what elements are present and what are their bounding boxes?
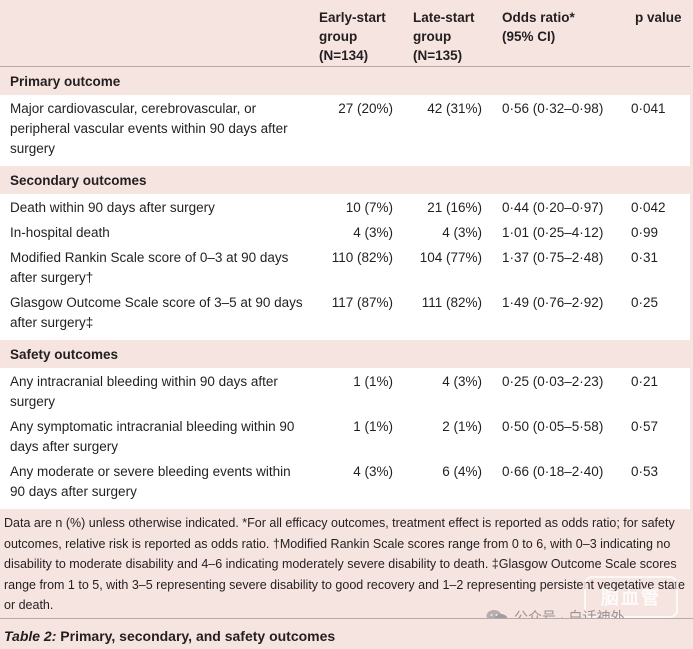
header-p-value: p value [635, 10, 682, 25]
table-row: Modified Rankin Scale score of 0–3 at 90… [0, 245, 690, 291]
odds-ratio-value: 0·50 (0·05–5·58) [496, 414, 629, 460]
late-start-value: 104 (77%) [407, 245, 496, 291]
p-value: 0·042 [629, 195, 690, 221]
outcome-label: Death within 90 days after surgery [0, 195, 313, 221]
header-late-start: Late-start group (N=135) [407, 0, 496, 66]
row-spacer [0, 367, 690, 370]
outcome-label: In-hospital death [0, 220, 313, 246]
header-odds-line-1: Odds ratio* [502, 10, 575, 25]
header-odds-ratio: Odds ratio* (95% CI) [496, 0, 629, 66]
late-start-value: 111 (82%) [407, 290, 496, 336]
table-row: Glasgow Outcome Scale score of 3–5 at 90… [0, 290, 690, 336]
odds-ratio-value: 0·56 (0·32–0·98) [496, 96, 629, 162]
early-start-value: 110 (82%) [313, 245, 407, 291]
section-title: Safety outcomes [0, 339, 690, 368]
odds-ratio-value: 0·25 (0·03–2·23) [496, 369, 629, 415]
early-start-value: 1 (1%) [313, 369, 407, 415]
outcome-label: Glasgow Outcome Scale score of 3–5 at 90… [0, 290, 313, 336]
header-early-line-1: Early-start [319, 10, 386, 25]
header-early-line-2: group [319, 29, 358, 44]
row-spacer [0, 504, 690, 509]
p-value: 0·53 [629, 459, 690, 505]
p-value: 0·25 [629, 290, 690, 336]
early-start-value: 10 (7%) [313, 195, 407, 221]
table-header-row: Early-start group (N=134) Late-start gro… [0, 0, 690, 66]
late-start-value: 4 (3%) [407, 220, 496, 246]
odds-ratio-value: 1·01 (0·25–4·12) [496, 220, 629, 246]
caption-label: Table 2: [4, 628, 57, 644]
outcome-label: Modified Rankin Scale score of 0–3 at 90… [0, 245, 313, 291]
outcomes-table: Early-start group (N=134) Late-start gro… [0, 0, 690, 509]
table-row: Major cardiovascular, cerebrovascular, o… [0, 96, 690, 162]
early-start-value: 117 (87%) [313, 290, 407, 336]
p-value: 0·99 [629, 220, 690, 246]
table-body: Primary outcome Major cardiovascular, cer… [0, 66, 690, 509]
late-start-value: 2 (1%) [407, 414, 496, 460]
section-header-row: Secondary outcomes [0, 165, 690, 194]
outcome-label: Any intracranial bleeding within 90 days… [0, 369, 313, 415]
p-value: 0·57 [629, 414, 690, 460]
header-late-line-1: Late-start [413, 10, 475, 25]
table-row: Any intracranial bleeding within 90 days… [0, 369, 690, 415]
late-start-value: 42 (31%) [407, 96, 496, 162]
table-row: In-hospital death 4 (3%) 4 (3%) 1·01 (0·25–… [0, 220, 690, 246]
outcome-label: Any moderate or severe bleeding events w… [0, 459, 313, 505]
section-header-row: Primary outcome [0, 66, 690, 95]
table-row: Any moderate or severe bleeding events w… [0, 459, 690, 505]
late-start-value: 21 (16%) [407, 195, 496, 221]
table-row: Any symptomatic intracranial bleeding wi… [0, 414, 690, 460]
header-outcome [0, 0, 313, 66]
row-spacer [0, 161, 690, 166]
row-spacer [0, 94, 690, 97]
header-early-start: Early-start group (N=134) [313, 0, 407, 66]
watermark-stamp: 脑血管 [584, 576, 678, 618]
odds-ratio-value: 0·44 (0·20–0·97) [496, 195, 629, 221]
row-spacer [0, 335, 690, 340]
p-value: 0·21 [629, 369, 690, 415]
caption-text: Primary, secondary, and safety outcomes [56, 628, 336, 644]
late-start-value: 4 (3%) [407, 369, 496, 415]
header-early-line-3: (N=134) [319, 48, 369, 63]
p-value: 0·041 [629, 96, 690, 162]
header-late-line-3: (N=135) [413, 48, 463, 63]
header-late-line-2: group [413, 29, 452, 44]
p-value: 0·31 [629, 245, 690, 291]
header-odds-line-2: (95% CI) [502, 29, 556, 44]
table-caption: Table 2: Primary, secondary, and safety … [0, 618, 693, 649]
outcome-label: Any symptomatic intracranial bleeding wi… [0, 414, 313, 460]
row-spacer [0, 193, 690, 196]
section-title: Secondary outcomes [0, 165, 690, 194]
table-row: Death within 90 days after surgery 10 (7%… [0, 195, 690, 221]
odds-ratio-value: 0·66 (0·18–2·40) [496, 459, 629, 505]
odds-ratio-value: 1·37 (0·75–2·48) [496, 245, 629, 291]
early-start-value: 1 (1%) [313, 414, 407, 460]
early-start-value: 27 (20%) [313, 96, 407, 162]
late-start-value: 6 (4%) [407, 459, 496, 505]
section-title: Primary outcome [0, 66, 690, 95]
section-header-row: Safety outcomes [0, 339, 690, 368]
early-start-value: 4 (3%) [313, 220, 407, 246]
early-start-value: 4 (3%) [313, 459, 407, 505]
outcome-label: Major cardiovascular, cerebrovascular, o… [0, 96, 313, 162]
table-footnote: Data are n (%) unless otherwise indicate… [4, 516, 685, 612]
odds-ratio-value: 1·49 (0·76–2·92) [496, 290, 629, 336]
